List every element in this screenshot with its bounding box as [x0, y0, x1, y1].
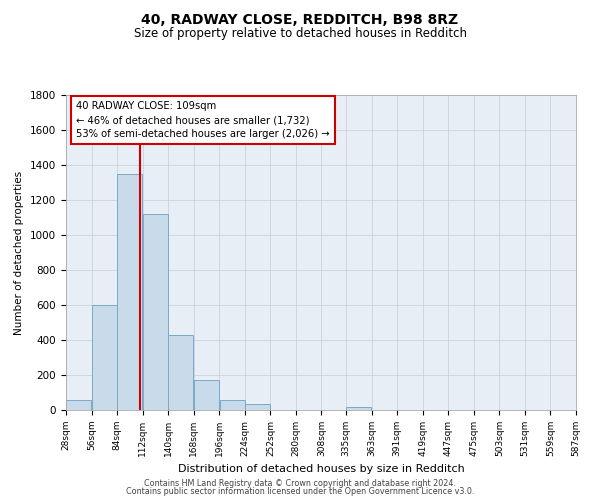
Text: 40, RADWAY CLOSE, REDDITCH, B98 8RZ: 40, RADWAY CLOSE, REDDITCH, B98 8RZ — [142, 12, 458, 26]
Bar — [220, 400, 245, 410]
Y-axis label: Number of detached properties: Number of detached properties — [14, 170, 25, 334]
Bar — [194, 380, 219, 410]
Bar — [169, 335, 193, 410]
X-axis label: Distribution of detached houses by size in Redditch: Distribution of detached houses by size … — [178, 464, 464, 474]
Bar — [118, 174, 142, 410]
Text: 40 RADWAY CLOSE: 109sqm
← 46% of detached houses are smaller (1,732)
53% of semi: 40 RADWAY CLOSE: 109sqm ← 46% of detache… — [76, 102, 330, 140]
Bar — [245, 404, 270, 410]
Bar — [92, 305, 117, 410]
Text: Contains HM Land Registry data © Crown copyright and database right 2024.: Contains HM Land Registry data © Crown c… — [144, 478, 456, 488]
Bar — [143, 214, 168, 410]
Bar — [66, 400, 91, 410]
Text: Size of property relative to detached houses in Redditch: Size of property relative to detached ho… — [133, 28, 467, 40]
Text: Contains public sector information licensed under the Open Government Licence v3: Contains public sector information licen… — [126, 487, 474, 496]
Bar — [346, 408, 371, 410]
